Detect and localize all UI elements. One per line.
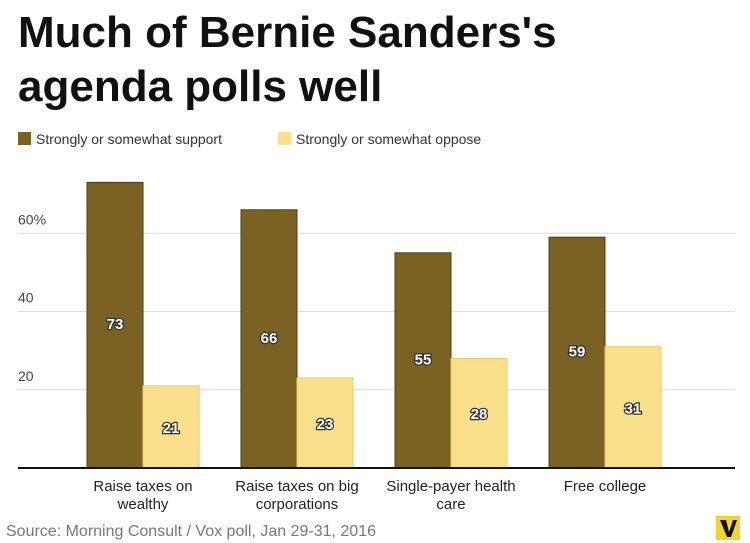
y-tick-label: 60% [18,211,46,227]
bar [142,385,200,469]
value-label: 23 [317,416,334,433]
legend-swatch [278,132,291,145]
chart-title: Much of Bernie Sanders's agenda polls we… [18,8,557,111]
x-tick-label: Raise taxes on big corporations [235,478,359,513]
bar [240,209,298,469]
x-tick-label: Single-payer health care [386,478,516,513]
y-tick-label: 20 [18,368,34,384]
bar [450,357,508,469]
value-label: 21 [163,420,180,437]
y-tick-label: 40 [18,290,34,306]
vox-logo [716,516,740,540]
value-label: 31 [625,400,642,417]
logo-mark [720,520,737,537]
bar [548,236,606,469]
source: Source: Morning Consult / Vox poll, Jan … [6,523,376,540]
x-tick-label: Raise taxes on wealthy [93,478,193,513]
value-label: 66 [261,330,278,347]
value-label: 73 [107,316,124,333]
legend-label: Strongly or somewhat oppose [296,131,481,147]
value-label: 59 [569,344,586,361]
x-tick-label: Free college [563,478,647,495]
bar [604,346,662,469]
bar [86,181,144,469]
legend-swatch [18,132,31,145]
legend-label: Strongly or somewhat support [36,131,222,147]
value-label: 55 [415,351,432,368]
value-label: 28 [471,406,488,423]
bar [296,377,354,469]
